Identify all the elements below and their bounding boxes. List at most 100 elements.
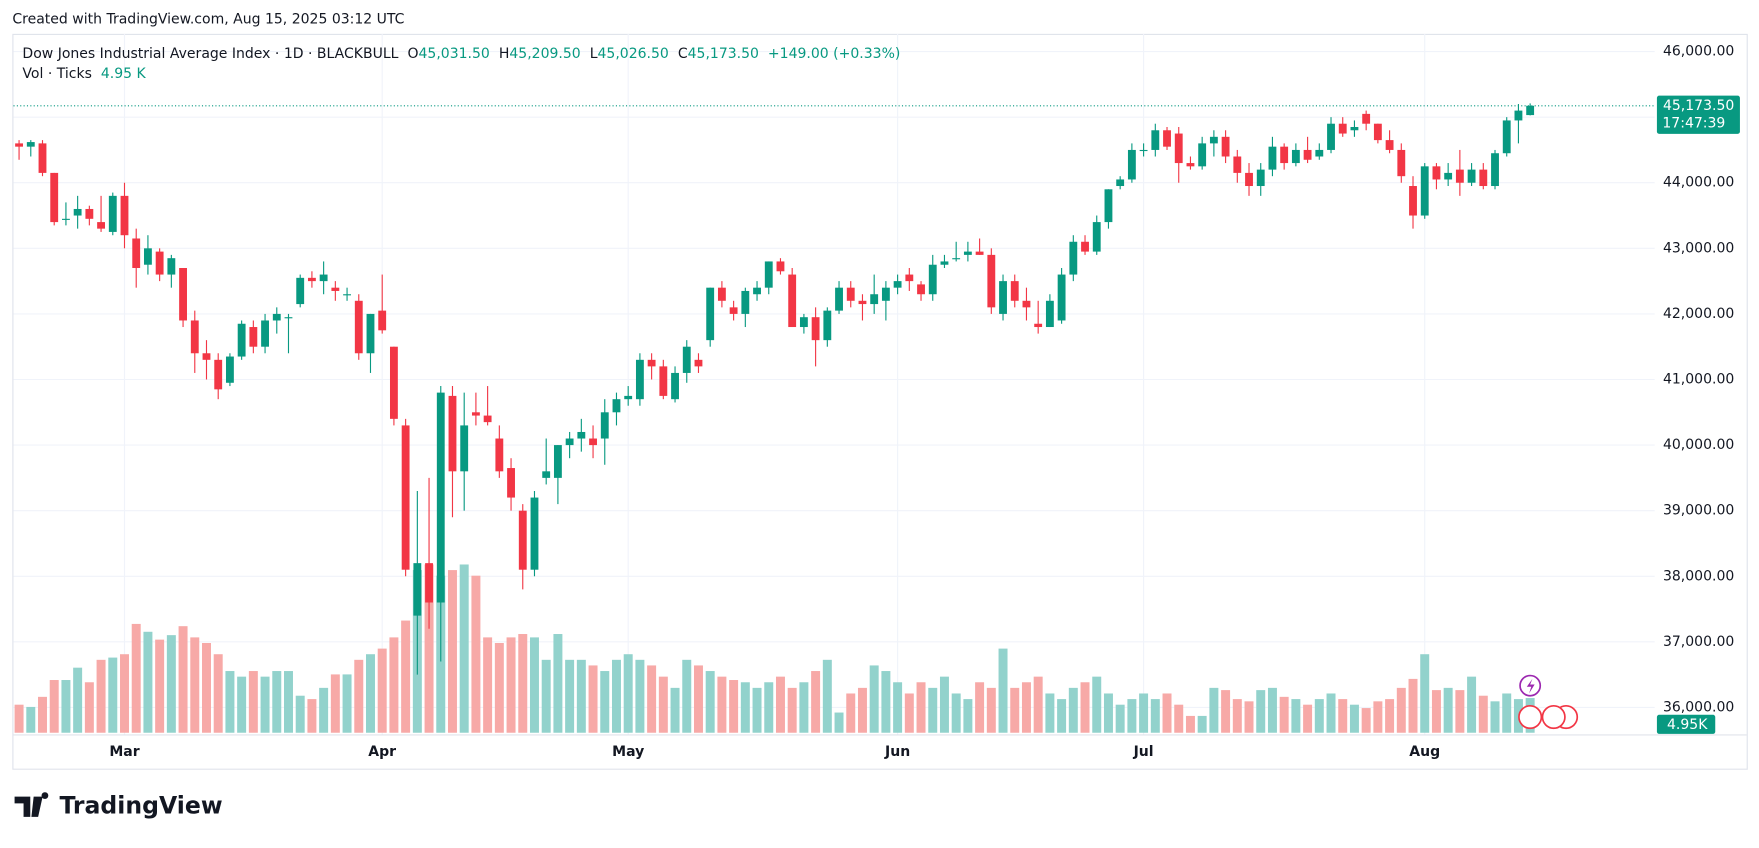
candle-body: [835, 287, 843, 311]
candle-body: [729, 307, 738, 314]
volume-bar: [248, 671, 258, 733]
legend-line: Dow Jones Industrial Average Index · 1D …: [22, 46, 900, 62]
y-tick-label: 37,000.00: [1663, 634, 1734, 650]
y-tick-label: 36,000.00: [1663, 699, 1734, 715]
candle-body: [1116, 179, 1125, 187]
volume-bar: [1373, 701, 1383, 733]
volume-bar: [787, 687, 797, 733]
candle-body: [846, 287, 855, 301]
candle-body: [1455, 169, 1464, 183]
volume-bar: [225, 671, 235, 733]
candle-body: [1385, 140, 1394, 150]
candle-body: [1256, 169, 1265, 187]
candle-body: [647, 359, 656, 367]
candle-body: [1139, 149, 1148, 152]
candle-body: [143, 248, 152, 265]
volume-bar: [1303, 704, 1313, 733]
y-tick-label: 43,000.00: [1663, 240, 1734, 256]
x-tick-label: Apr: [368, 744, 396, 760]
candle-body: [1291, 149, 1300, 164]
candle-body: [635, 359, 644, 400]
volume-name: Vol · Ticks: [22, 66, 91, 82]
volume-bar: [975, 682, 985, 733]
candle-body: [1373, 123, 1382, 141]
candle-body: [26, 142, 35, 147]
candle-body: [97, 222, 105, 229]
volume-bar: [213, 654, 223, 733]
candle-body: [987, 254, 996, 308]
volume-bar: [96, 659, 106, 733]
volume-bar: [1396, 687, 1406, 733]
volume-bar: [1490, 701, 1500, 733]
legend-value: 45,026.50: [598, 46, 669, 62]
volume-bar: [1431, 690, 1441, 733]
candle-body: [225, 356, 234, 383]
volume-bar: [143, 631, 153, 733]
volume-bar: [471, 575, 481, 733]
volume-bar: [600, 671, 610, 733]
candle-body: [671, 372, 679, 400]
candle-body: [1502, 120, 1511, 154]
candle-body: [237, 323, 246, 357]
candle-body: [401, 425, 410, 570]
candle-body: [553, 445, 562, 478]
volume-bar: [342, 674, 352, 733]
legend-key: O: [407, 46, 418, 62]
volume-bar: [1326, 693, 1336, 733]
volume-bar: [1068, 687, 1078, 733]
candle-body: [1479, 169, 1488, 187]
y-tick-label: 38,000.00: [1663, 568, 1734, 584]
volume-bar: [588, 665, 598, 733]
candle-body: [448, 395, 457, 472]
candle-body: [1444, 172, 1453, 180]
volume-bar: [1174, 704, 1184, 733]
volume-bar: [389, 637, 399, 733]
volume-bar: [1244, 701, 1254, 733]
candle-body: [1268, 146, 1277, 170]
volume-bar: [1349, 704, 1359, 733]
volume-bar: [459, 564, 469, 733]
logo: TradingView: [14, 791, 223, 819]
volume-bar: [1385, 699, 1395, 733]
candle-body: [507, 468, 515, 498]
candle-body: [132, 238, 141, 269]
volume-bar: [202, 642, 211, 733]
candle-body: [858, 300, 867, 305]
volume-pane: [14, 564, 1535, 733]
event-icons: [1518, 674, 1579, 730]
candle-body: [1034, 323, 1043, 328]
volume-bar: [1256, 690, 1266, 733]
candle-body: [1092, 222, 1101, 252]
candle-body: [659, 366, 668, 396]
volume-bar: [541, 659, 551, 733]
volume-bar: [729, 680, 739, 733]
volume-bar: [483, 637, 493, 733]
volume-bar: [155, 639, 165, 733]
candle-body: [354, 300, 363, 354]
candle-body: [1467, 169, 1476, 183]
volume-bar: [939, 676, 949, 733]
volume-bar: [647, 665, 657, 733]
candle-body: [917, 284, 925, 295]
volume-bar: [424, 564, 434, 733]
candle-body: [436, 392, 445, 603]
volume-bar: [506, 637, 516, 733]
legend-value: 45,209.50: [509, 46, 580, 62]
volume-bar: [834, 712, 844, 733]
volume-bar: [986, 687, 996, 733]
candle-body: [764, 261, 773, 288]
countdown: 17:47:39: [1662, 116, 1725, 132]
candle-body: [1186, 163, 1195, 167]
legend-symbol: Dow Jones Industrial Average Index · 1D …: [22, 46, 398, 62]
candle-body: [425, 563, 433, 603]
candle-body: [85, 208, 94, 219]
candle-body: [378, 310, 387, 331]
candle-body: [261, 320, 269, 347]
candle-body: [905, 274, 914, 282]
volume-bar: [1502, 693, 1512, 733]
candle-body: [1514, 110, 1523, 121]
volume-bar: [1467, 676, 1477, 733]
candle-body: [331, 287, 340, 291]
